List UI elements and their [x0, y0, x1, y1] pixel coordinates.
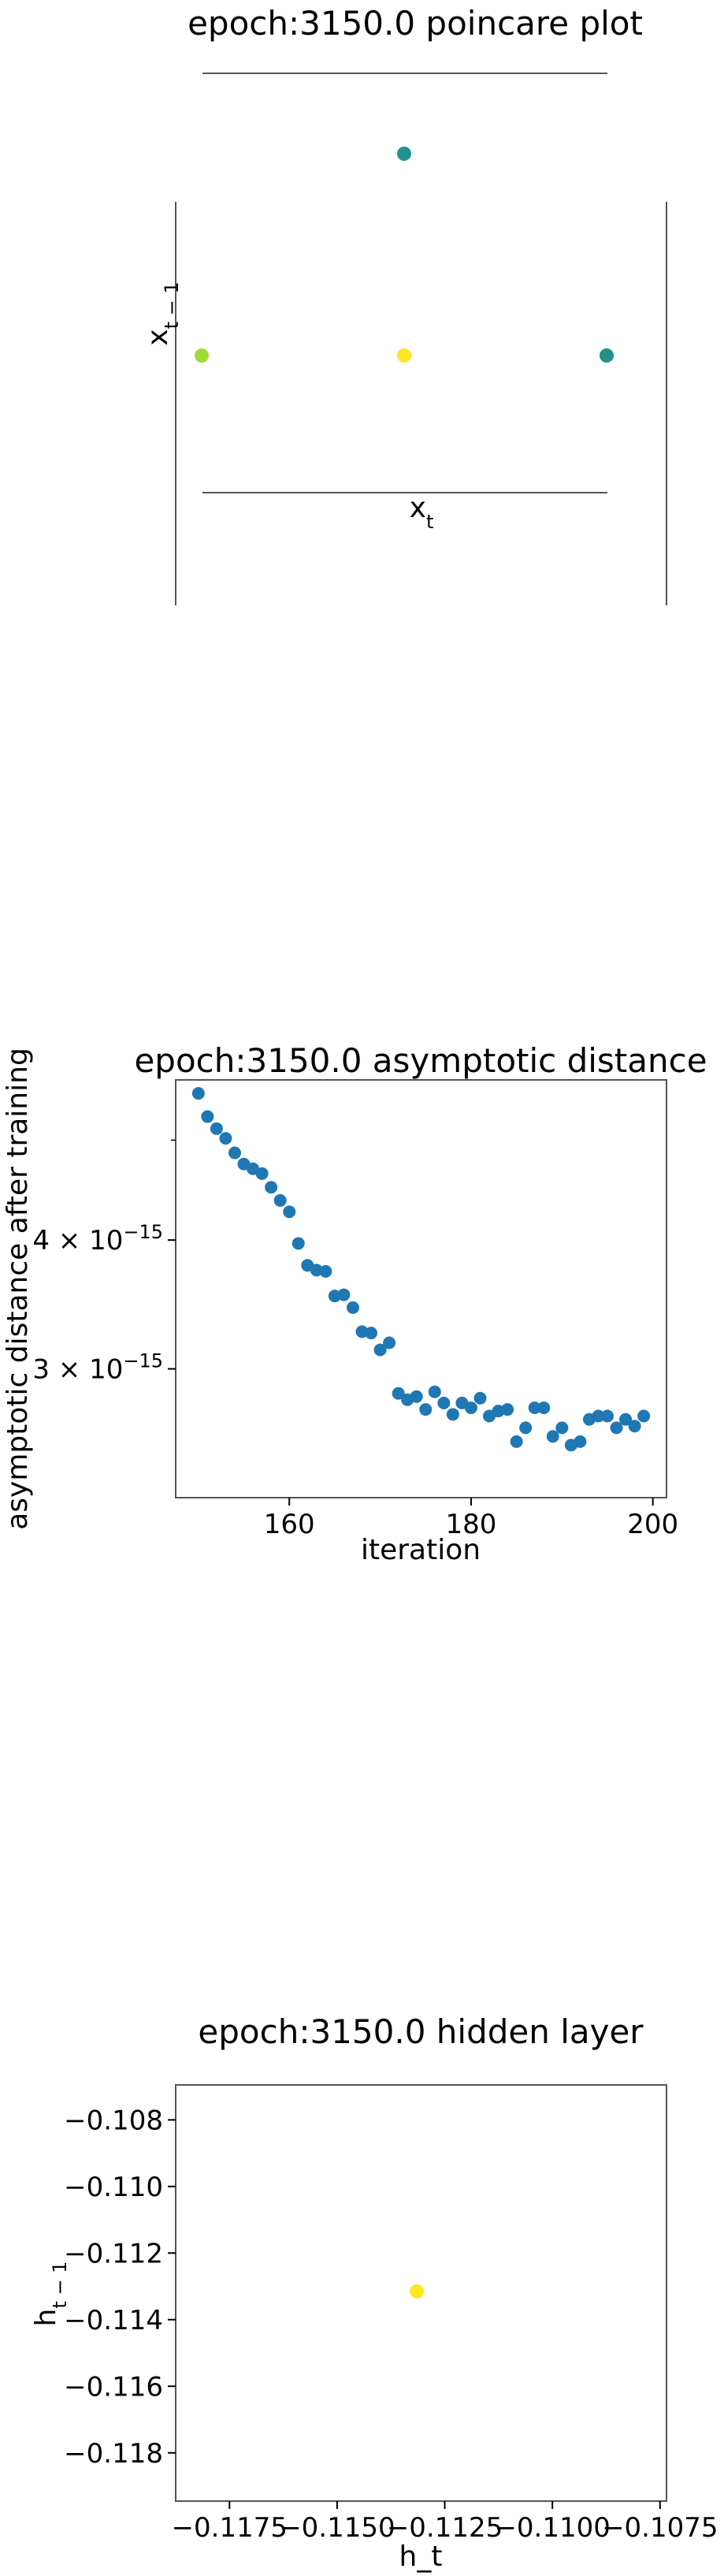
asymptotic-point — [219, 1132, 232, 1145]
asymptotic-x-ticks: 160 180 200 — [264, 1498, 678, 1540]
asymptotic-point — [619, 1413, 633, 1426]
asymptotic-point — [191, 1087, 205, 1100]
asymptotic-point — [574, 1435, 587, 1448]
poincare-point — [397, 147, 411, 161]
asymptotic-x-tick-label: 160 — [264, 1509, 315, 1540]
asymptotic-point — [519, 1421, 533, 1435]
asymptotic-point — [437, 1396, 451, 1409]
asymptotic-point — [510, 1435, 523, 1448]
asymptotic-point — [637, 1409, 651, 1423]
poincare-y-label: xt − 1 — [142, 281, 183, 345]
asymptotic-points — [191, 1087, 651, 1452]
hidden-layer-x-tick-label: −0.1150 — [279, 2512, 395, 2544]
asymptotic-point — [410, 1390, 423, 1403]
asymptotic-point — [546, 1430, 559, 1443]
hidden-layer-y-tick-label: −0.110 — [64, 2172, 163, 2203]
asymptotic-point — [628, 1420, 641, 1433]
asymptotic-point — [555, 1421, 569, 1435]
asymptotic-point — [610, 1421, 623, 1435]
hidden-layer-point — [410, 2284, 425, 2299]
asymptotic-point — [346, 1301, 359, 1314]
hidden-layer-chart: epoch:3150.0 hidden layer −0.1175−0.1150… — [30, 2012, 718, 2573]
poincare-points — [195, 147, 614, 363]
hidden-layer-x-label: h_t — [399, 2541, 443, 2573]
asymptotic-y-label: asymptotic distance after training — [2, 1048, 34, 1530]
asymptotic-plot-frame — [175, 1079, 667, 1498]
asymptotic-point — [210, 1122, 223, 1135]
asymptotic-x-tick-label: 180 — [446, 1509, 497, 1540]
hidden-layer-plot-frame — [175, 2084, 667, 2502]
asymptotic-point — [501, 1403, 514, 1416]
asymptotic-point — [446, 1408, 459, 1421]
hidden-layer-x-tick-label: −0.1175 — [172, 2512, 288, 2544]
asymptotic-point — [392, 1387, 405, 1400]
asymptotic-point — [283, 1205, 296, 1219]
asymptotic-y-ticks: 4 × 10−15 3 × 10−15 — [32, 1139, 176, 1386]
hidden-layer-x-tick-label: −0.1125 — [387, 2512, 503, 2544]
hidden-layer-x-tick-label: −0.1075 — [602, 2512, 718, 2544]
asymptotic-point — [201, 1110, 214, 1123]
asymptotic-point — [601, 1409, 614, 1423]
hidden-layer-x-ticks: −0.1175−0.1150−0.1125−0.1100−0.1075 — [172, 2501, 718, 2544]
asymptotic-point — [291, 1237, 305, 1250]
asymptotic-point — [273, 1193, 287, 1207]
asymptotic-point — [373, 1343, 387, 1357]
asymptotic-point — [265, 1181, 278, 1194]
asymptotic-point — [228, 1146, 241, 1160]
asymptotic-point — [592, 1409, 605, 1423]
asymptotic-chart: epoch:3150.0 asymptotic distance 160 180 2… — [2, 1041, 707, 1566]
asymptotic-point — [419, 1403, 433, 1416]
asymptotic-x-label: iteration — [361, 1534, 481, 1566]
hidden-layer-y-tick-label: −0.114 — [64, 2305, 163, 2336]
hidden-layer-y-tick-label: −0.112 — [64, 2238, 163, 2269]
poincare-point — [397, 348, 411, 363]
asymptotic-point — [464, 1402, 477, 1415]
poincare-point — [600, 348, 614, 363]
asymptotic-point — [255, 1167, 269, 1180]
hidden-layer-y-tick-label: −0.116 — [64, 2371, 163, 2403]
asymptotic-point — [528, 1402, 541, 1415]
asymptotic-point — [537, 1402, 551, 1415]
asymptotic-point — [428, 1385, 441, 1398]
asymptotic-point — [337, 1288, 351, 1301]
hidden-layer-y-ticks: −0.108 −0.110 −0.112 −0.114 −0.116 −0.118 — [64, 2105, 176, 2470]
asymptotic-title: epoch:3150.0 asymptotic distance — [134, 1041, 707, 1080]
hidden-layer-points — [410, 2284, 425, 2299]
hidden-layer-y-tick-label: −0.108 — [64, 2105, 163, 2136]
asymptotic-y-tick-label: 3 × 10−15 — [32, 1350, 163, 1386]
poincare-point — [195, 348, 209, 363]
poincare-chart: epoch:3150.0 poincare plot xt xt − 1 — [142, 4, 667, 605]
poincare-title: epoch:3150.0 poincare plot — [187, 4, 643, 43]
hidden-layer-title: epoch:3150.0 hidden layer — [198, 2012, 644, 2051]
asymptotic-x-tick-label: 200 — [627, 1509, 678, 1540]
asymptotic-point — [383, 1336, 396, 1349]
hidden-layer-y-tick-label: −0.118 — [64, 2438, 163, 2470]
asymptotic-y-tick-label: 4 × 10−15 — [32, 1221, 163, 1256]
asymptotic-point — [473, 1391, 487, 1405]
asymptotic-point — [319, 1264, 332, 1278]
asymptotic-point — [365, 1327, 378, 1340]
hidden-layer-x-tick-label: −0.1100 — [494, 2512, 610, 2544]
poincare-x-label: xt — [410, 492, 434, 533]
